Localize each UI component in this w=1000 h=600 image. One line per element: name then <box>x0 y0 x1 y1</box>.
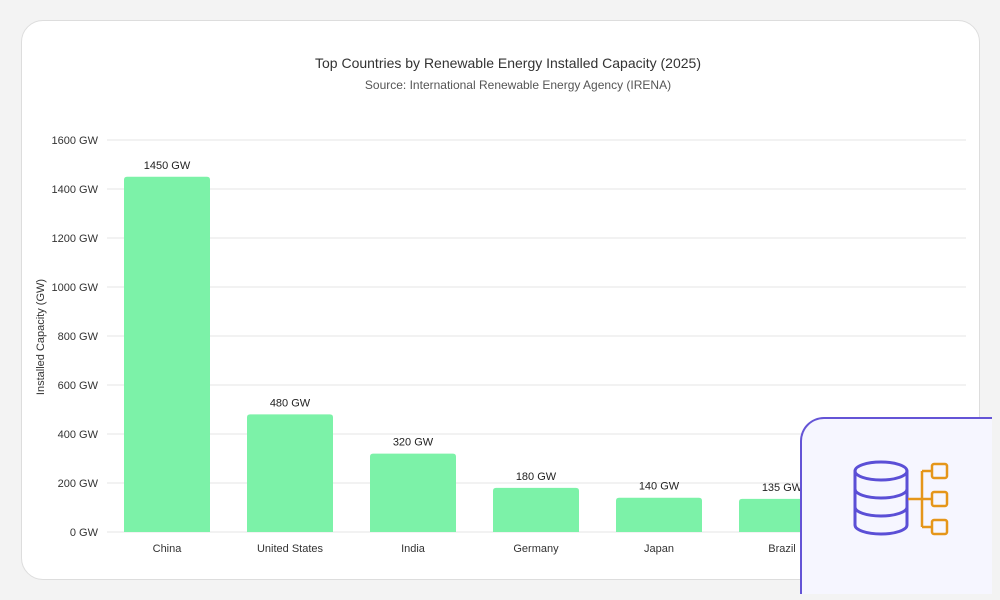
data-label: 140 GW <box>639 481 680 493</box>
x-tick-label: United States <box>257 543 324 555</box>
bar-china <box>124 176 210 532</box>
y-tick-label: 1600 GW <box>52 135 99 147</box>
database-hierarchy-icon <box>853 460 949 536</box>
data-label: 480 GW <box>270 397 311 409</box>
data-label: 1450 GW <box>144 160 191 172</box>
chart-card: Top Countries by Renewable Energy Instal… <box>21 20 980 580</box>
x-axis-ticks: China United States India Germany Japan Brazi… <box>153 543 796 555</box>
x-tick-label: China <box>153 543 183 555</box>
y-tick-label: 200 GW <box>58 478 99 490</box>
y-tick-label: 1000 GW <box>52 282 99 294</box>
chart-subtitle: Source: International Renewable Energy A… <box>365 78 671 92</box>
bars <box>124 176 825 532</box>
y-axis-label: Installed Capacity (GW) <box>35 279 47 395</box>
y-tick-label: 1200 GW <box>52 233 99 245</box>
bar-india <box>370 453 456 532</box>
database-badge <box>800 417 992 594</box>
bar-united-states <box>247 414 333 532</box>
data-labels: 1450 GW 480 GW 320 GW 180 GW 140 GW 135 GW <box>144 160 803 494</box>
data-label: 135 GW <box>762 482 803 494</box>
bar-japan <box>616 497 702 532</box>
x-tick-label: Japan <box>644 543 674 555</box>
y-tick-label: 600 GW <box>58 380 99 392</box>
x-tick-label: Brazil <box>768 543 796 555</box>
y-axis-ticks: 0 GW 200 GW 400 GW 600 GW 800 GW 1000 GW 1200 … <box>52 135 99 539</box>
y-tick-label: 800 GW <box>58 331 99 343</box>
x-tick-label: Germany <box>513 543 559 555</box>
y-tick-label: 1400 GW <box>52 184 99 196</box>
data-label: 320 GW <box>393 437 434 449</box>
chart-title: Top Countries by Renewable Energy Instal… <box>315 55 701 71</box>
data-label: 180 GW <box>516 471 557 483</box>
y-tick-label: 0 GW <box>70 527 99 539</box>
y-tick-label: 400 GW <box>58 429 99 441</box>
x-tick-label: India <box>401 543 426 555</box>
bar-germany <box>493 487 579 532</box>
